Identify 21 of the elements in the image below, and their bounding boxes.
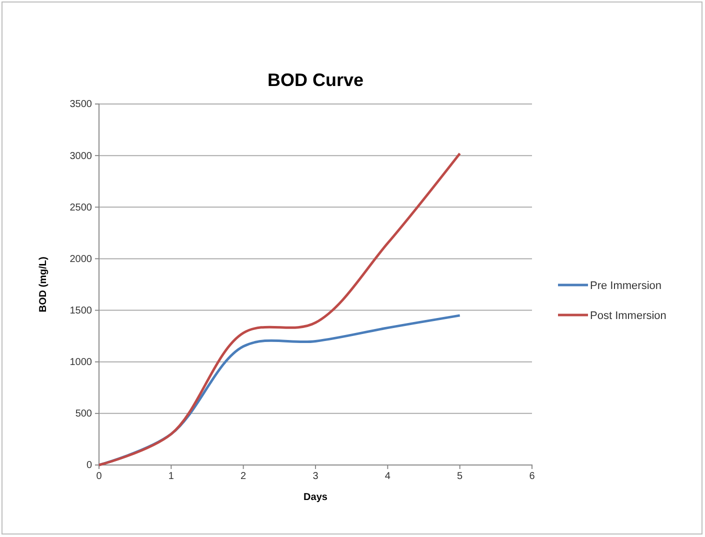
y-tick-label: 3500 xyxy=(70,99,92,110)
x-tick-label: 0 xyxy=(96,471,102,482)
line-series xyxy=(98,152,462,466)
y-axis-title: BOD (mg/L) xyxy=(38,256,49,312)
x-tick-label: 5 xyxy=(457,471,464,482)
y-tick-label: 1500 xyxy=(70,305,92,316)
y-tick-label: 500 xyxy=(75,408,92,420)
y-tick-label: 3000 xyxy=(70,150,92,162)
chart-title: BOD Curve xyxy=(267,70,364,90)
x-tick-label: 1 xyxy=(168,471,174,482)
x-tick-label: 2 xyxy=(240,471,247,482)
legend-label: Post Immersion xyxy=(590,310,666,322)
y-tick-label: 2500 xyxy=(70,202,92,214)
y-tick-label: 1000 xyxy=(70,357,92,368)
x-tick-label: 6 xyxy=(529,471,536,482)
legend-label: Pre Immersion xyxy=(590,280,662,292)
x-tick-label: 3 xyxy=(312,471,319,482)
y-tick-label: 2000 xyxy=(70,254,92,265)
x-tick-label: 4 xyxy=(384,471,391,482)
x-axis-title: Days xyxy=(304,492,328,503)
y-tick-label: 0 xyxy=(86,460,92,472)
